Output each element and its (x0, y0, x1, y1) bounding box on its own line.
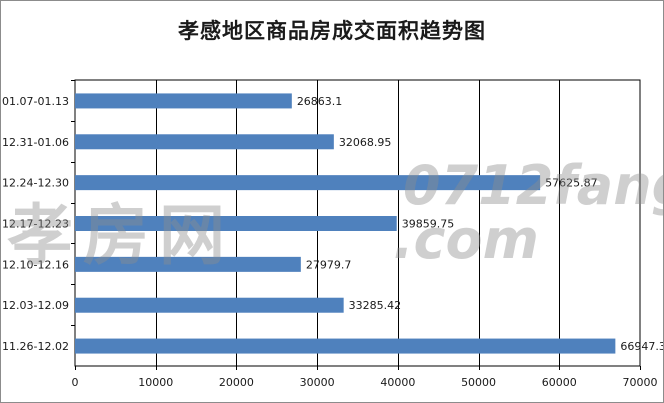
bar (75, 175, 541, 191)
x-tick-label: 0 (72, 376, 79, 389)
y-category-label: 12.10-12.16 (2, 258, 69, 271)
bar-value-label: 66947.36 (620, 340, 663, 353)
bar (75, 256, 301, 272)
watermark-cn-text: 孝房网 (7, 197, 235, 274)
y-category-label: 12.31-01.06 (2, 136, 69, 149)
chart-title: 孝感地区商品房成交面积趋势图 (178, 19, 486, 43)
y-category-label: 01.07-01.13 (2, 95, 69, 108)
bar (75, 134, 334, 150)
x-tick-label: 50000 (461, 376, 496, 389)
x-tick-label: 60000 (542, 376, 577, 389)
bar-value-label: 39859.75 (402, 218, 455, 231)
bar-value-label: 57625.87 (545, 177, 598, 190)
bar (75, 93, 292, 109)
bar (75, 297, 344, 313)
bar (75, 216, 397, 231)
y-category-label: 12.24-12.30 (2, 177, 69, 190)
x-tick-label: 30000 (300, 376, 335, 389)
watermark-com-text: .com (393, 208, 539, 271)
x-tick-label: 40000 (380, 376, 415, 389)
x-tick-label: 10000 (138, 376, 173, 389)
bar-value-label: 27979.7 (306, 258, 352, 271)
x-tick-label: 20000 (219, 376, 254, 389)
bar-value-label: 32068.95 (339, 136, 392, 149)
y-category-label: 11.26-12.02 (2, 340, 69, 353)
bar-value-label: 33285.42 (349, 299, 402, 312)
y-category-label: 12.03-12.09 (2, 299, 69, 312)
bar (75, 338, 616, 354)
x-tick-label: 70000 (623, 376, 658, 389)
watermark-en-text: 0712fang (403, 154, 663, 217)
y-category-label: 12.17-12.23 (2, 218, 69, 231)
bar-value-label: 26863.1 (297, 95, 343, 108)
